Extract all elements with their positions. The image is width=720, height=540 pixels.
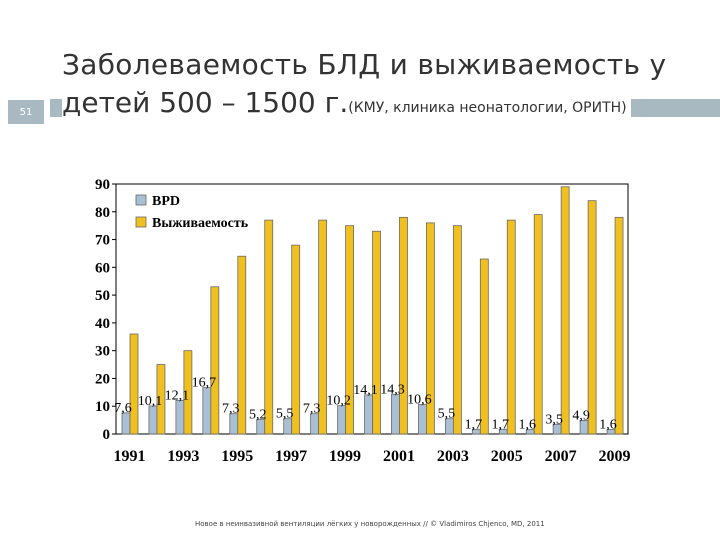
bpd-data-label: 1,6 [518,418,536,433]
bpd-data-label: 7,3 [303,402,321,417]
y-tick-label: 70 [95,233,110,249]
page-title-subtitle: (КМУ, клиника неонатологии, ОРИТН) [348,100,627,116]
bpd-data-label: 4,9 [572,408,590,423]
x-tick-label: 1999 [329,448,361,465]
survival-bar [426,222,435,435]
legend-survival-label: Выживаемость [152,216,249,231]
bpd-bar [229,413,239,435]
x-tick-label: 2003 [437,448,469,465]
x-tick-label: 2007 [545,448,577,465]
legend-survival-swatch [135,216,147,228]
bpd-bar [121,412,131,435]
survival-bar [399,216,408,435]
x-tick-label: 2009 [599,448,631,465]
y-tick-label: 60 [95,260,110,276]
survival-bar [129,333,139,435]
bpd-data-label: 7,6 [114,401,132,416]
survival-bar [291,244,301,435]
bpd-data-label: 10,6 [407,393,432,408]
x-tick-label: 1991 [113,448,145,465]
survival-bar [587,200,597,435]
bpd-bar [418,404,427,435]
slide-number: 51 [8,100,44,124]
bpd-data-label: 1,7 [465,417,483,432]
legend-bpd-label: BPD [152,194,180,209]
bpd-data-label: 3,5 [545,412,563,427]
legend-bpd-swatch [135,194,147,206]
x-tick-label: 2005 [491,448,523,465]
bpd-data-label: 7,3 [222,402,240,417]
page-title-line2: детей 500 – 1500 г.(КМУ, клиника неонато… [62,86,631,119]
bpd-bar [148,405,158,435]
y-tick-label: 10 [95,399,110,415]
bpd-bar [391,393,400,435]
survival-bar [183,350,193,435]
survival-bar [533,214,543,435]
bpd-bar [364,394,373,435]
survival-bar [345,225,354,435]
survival-bar [614,216,624,435]
x-tick-label: 1995 [221,448,253,465]
survival-bar [210,286,220,435]
survival-bar [372,230,381,435]
y-tick-label: 50 [95,288,110,304]
bpd-data-label: 12,1 [165,388,190,403]
x-tick-label: 2001 [383,448,415,465]
y-tick-label: 80 [95,205,110,221]
bpd-data-label: 14,1 [353,383,378,398]
survival-bar [479,258,489,435]
y-tick-label: 0 [103,427,111,443]
bpd-data-label: 5,2 [249,408,267,423]
survival-bar [237,255,247,435]
bpd-data-label: 14,3 [380,382,405,397]
y-tick-label: 40 [95,316,110,332]
bpd-data-label: 10,2 [326,394,351,409]
bpd-data-label: 1,6 [599,418,617,433]
survival-bar [318,219,328,435]
bpd-bar [175,399,185,435]
page-title: Заболеваемость БЛД и выживаемость у [62,48,667,81]
x-tick-label: 1997 [275,448,307,465]
survival-bar [452,225,462,435]
bpd-data-label: 16,7 [192,376,217,391]
survival-bar [560,186,570,435]
bpd-data-label: 10,1 [138,394,163,409]
survival-bar [156,364,166,435]
survival-bar [506,219,516,435]
page-title-main: детей 500 – 1500 г. [62,86,349,119]
y-tick-label: 20 [95,371,110,387]
bpd-data-label: 1,7 [492,417,510,432]
bpd-data-label: 5,5 [276,407,294,422]
bpd-data-label: 5,5 [438,407,456,422]
footer-citation: Новое в неинвазивной вентиляции лёгких у… [195,520,545,528]
y-tick-label: 90 [95,177,110,193]
bpd-bar [337,405,346,435]
x-tick-label: 1993 [167,448,199,465]
bpd-bar [202,387,212,435]
bpd-bar [310,413,320,435]
survival-bar [264,219,274,435]
y-tick-label: 30 [95,344,110,360]
